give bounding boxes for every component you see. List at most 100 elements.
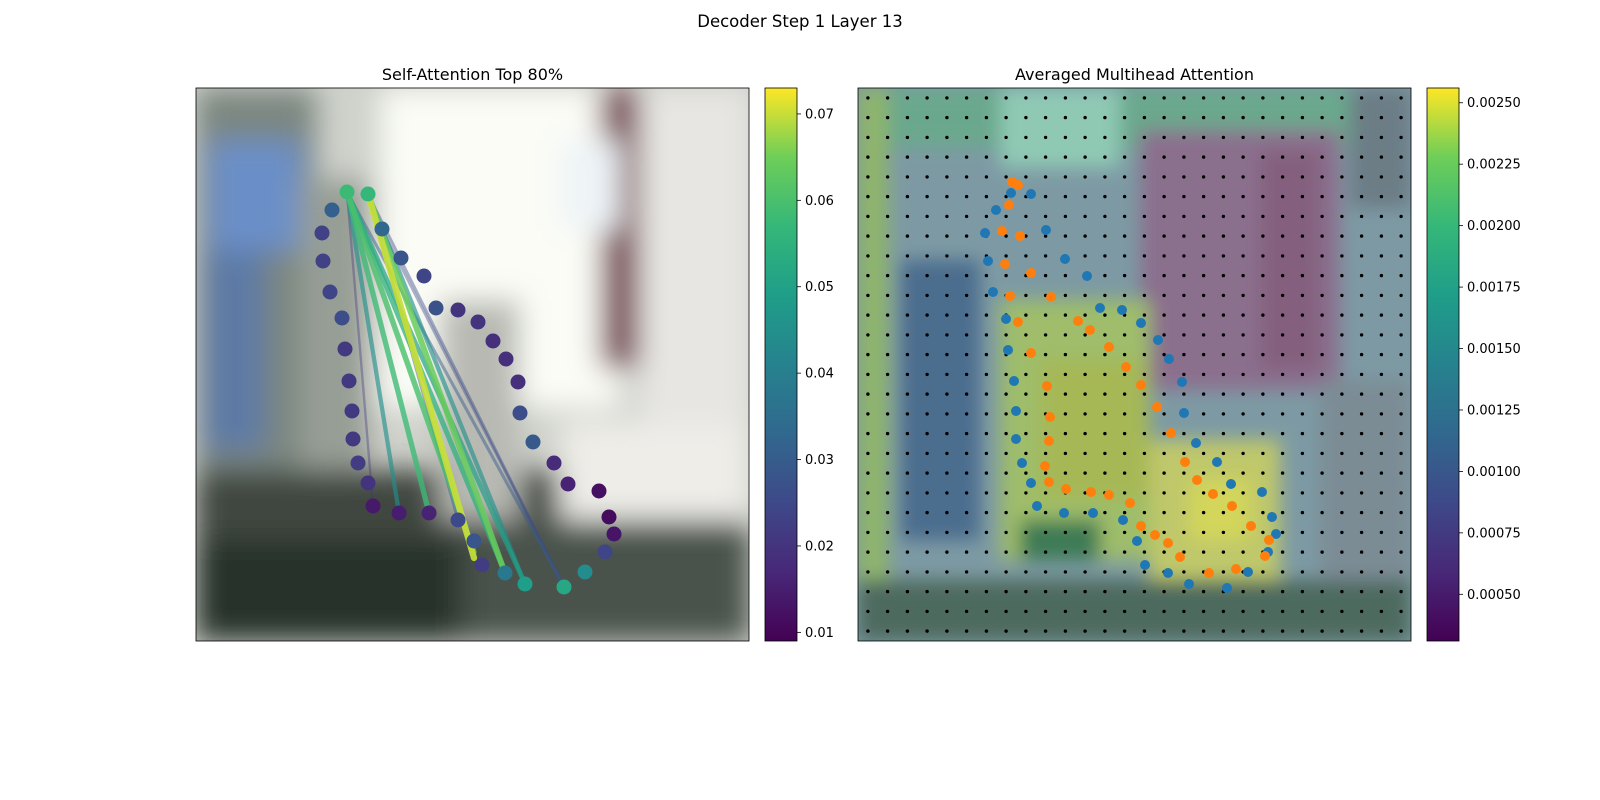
grid-dot <box>1083 372 1087 377</box>
keypoint-0 <box>339 184 355 200</box>
grid-dot <box>1122 629 1127 633</box>
grid-dot <box>1024 155 1028 159</box>
grid-dot <box>1261 629 1265 633</box>
grid-dot <box>925 293 929 298</box>
grid-dot <box>1340 313 1344 317</box>
grid-dot <box>1399 194 1403 199</box>
grid-dot <box>1004 392 1008 396</box>
grid-dot <box>1142 372 1147 377</box>
grid-dot <box>1221 115 1226 120</box>
grid-dot <box>1083 352 1087 357</box>
grid-dot <box>1399 234 1403 238</box>
grid-dot <box>1122 135 1127 140</box>
grid-dot <box>1280 333 1285 337</box>
grid-dot <box>866 412 870 416</box>
grid-dot <box>1280 175 1285 179</box>
grid-dot <box>1340 293 1344 298</box>
grid-dot <box>1004 115 1008 120</box>
grid-dot <box>1300 550 1305 554</box>
grid-dot <box>1261 530 1265 535</box>
grid-dot <box>984 609 989 614</box>
right-colorbar-tick-label-3: 0.00125 <box>1467 403 1521 418</box>
grid-dot <box>1083 135 1087 140</box>
grid-dot <box>1182 570 1186 574</box>
grid-dot <box>1241 214 1245 219</box>
grid-dot <box>1359 491 1364 495</box>
grid-dot <box>1182 629 1186 633</box>
grid-dot <box>1320 115 1324 120</box>
grid-dot <box>1063 570 1068 574</box>
grid-dot <box>905 550 910 554</box>
keypoint-8 <box>485 333 501 349</box>
grid-dot <box>1320 96 1324 100</box>
grid-dot <box>1379 194 1384 199</box>
grid-dot <box>1024 234 1028 238</box>
series1-point-15 <box>1042 381 1052 391</box>
grid-dot <box>1063 96 1068 100</box>
grid-dot <box>1201 194 1206 199</box>
grid-dot <box>885 194 890 199</box>
grid-dot <box>1122 471 1127 475</box>
grid-dot <box>1162 629 1166 633</box>
left-colorbar-tick-label-2: 0.03 <box>805 453 834 468</box>
series0-point-1 <box>1026 189 1036 199</box>
grid-dot <box>1261 570 1265 574</box>
keypoint-37 <box>315 253 331 269</box>
grid-dot <box>1261 609 1265 614</box>
grid-dot <box>925 254 929 258</box>
series1-point-31 <box>1246 521 1256 531</box>
grid-dot <box>1083 313 1087 317</box>
grid-dot <box>1399 392 1403 396</box>
grid-dot <box>1379 273 1384 278</box>
series1-point-3 <box>997 226 1007 236</box>
grid-dot <box>885 431 890 436</box>
grid-dot <box>1320 530 1324 535</box>
grid-dot <box>1399 431 1403 436</box>
grid-dot <box>1280 293 1285 298</box>
grid-dot <box>1043 313 1048 317</box>
grid-dot <box>1300 629 1305 633</box>
grid-dot <box>1359 530 1364 535</box>
series0-point-20 <box>1011 434 1021 444</box>
grid-dot <box>1221 491 1226 495</box>
grid-dot <box>905 352 910 357</box>
grid-dot <box>1162 550 1166 554</box>
grid-dot <box>1261 392 1265 396</box>
grid-dot <box>1340 135 1344 140</box>
grid-dot <box>1103 293 1107 298</box>
grid-dot <box>866 550 870 554</box>
grid-dot <box>1300 155 1305 159</box>
grid-dot <box>1320 431 1324 436</box>
grid-dot <box>1221 234 1226 238</box>
grid-dot <box>1280 115 1285 120</box>
grid-dot <box>1024 135 1028 140</box>
grid-dot <box>1320 589 1324 594</box>
grid-dot <box>964 293 969 298</box>
series1-point-22 <box>1180 457 1190 467</box>
keypoint-18 <box>597 544 613 560</box>
grid-dot <box>1320 412 1324 416</box>
grid-dot <box>1399 96 1403 100</box>
grid-dot <box>1399 313 1403 317</box>
series1-point-2 <box>1004 200 1014 210</box>
keypoint-13 <box>546 455 562 471</box>
grid-dot <box>885 234 890 238</box>
grid-dot <box>1063 629 1068 633</box>
grid-dot <box>1043 570 1048 574</box>
series1-point-13 <box>1104 342 1114 352</box>
grid-dot <box>1083 333 1087 337</box>
series1-point-32 <box>1264 535 1274 545</box>
left-colorbar-tick-label-4: 0.05 <box>805 280 834 295</box>
series1-point-35 <box>1204 568 1214 578</box>
attention-edge-1 <box>380 227 566 589</box>
grid-dot <box>1379 135 1384 140</box>
grid-dot <box>1122 609 1127 614</box>
grid-dot <box>1043 234 1048 238</box>
grid-dot <box>1103 609 1107 614</box>
grid-dot <box>984 570 989 574</box>
grid-dot <box>1221 194 1226 199</box>
attention-edge-11 <box>365 191 508 576</box>
grid-dot <box>1201 333 1206 337</box>
grid-dot <box>1320 155 1324 159</box>
grid-dot <box>866 214 870 219</box>
